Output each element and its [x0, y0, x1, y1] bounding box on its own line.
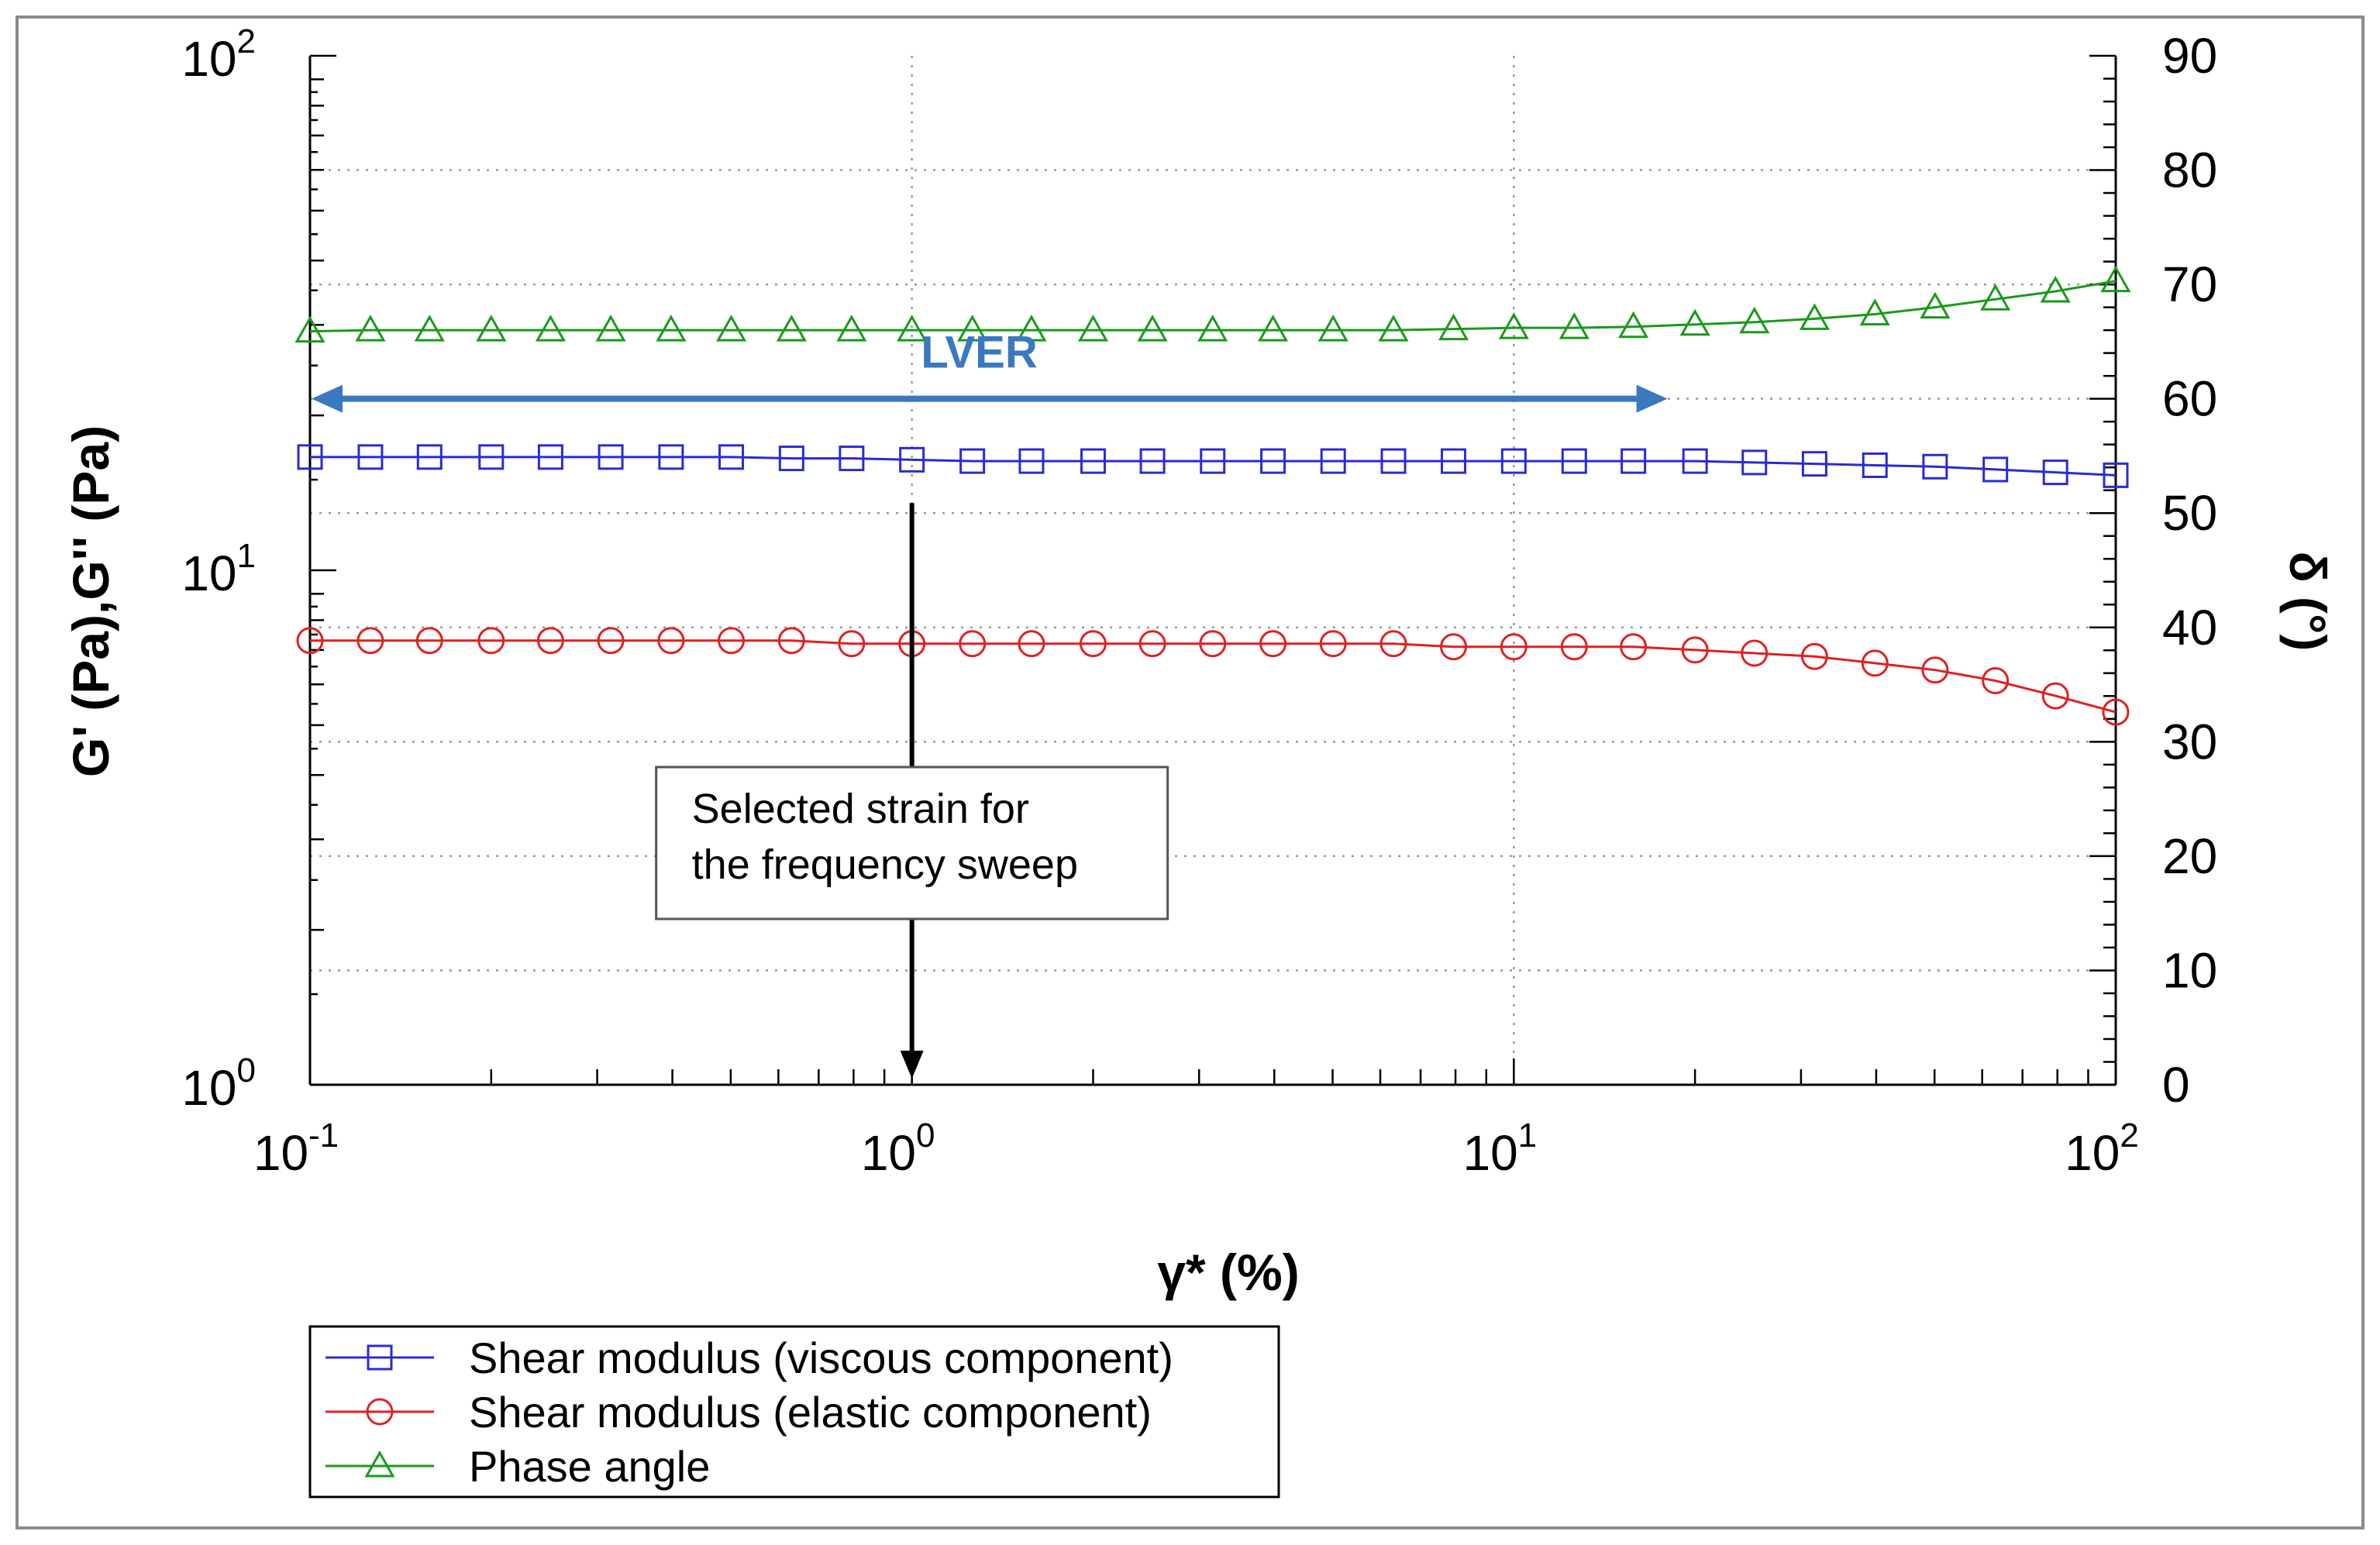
y-right-tick-label: 40 [2162, 600, 2217, 656]
y-right-tick-label: 10 [2162, 942, 2217, 998]
y-right-tick-label: 0 [2162, 1057, 2190, 1113]
y-right-tick-label: 60 [2162, 371, 2217, 427]
y-right-tick-label: 80 [2162, 143, 2217, 198]
figure-frame [17, 17, 2363, 1528]
y-right-tick-label: 90 [2162, 28, 2217, 84]
y-left-axis-title: G' (Pa),G'' (Pa) [62, 425, 119, 777]
y-right-axis-title: δ (°) [2279, 552, 2337, 652]
legend-label: Shear modulus (elastic component) [469, 1388, 1152, 1437]
selected-strain-text-line1: Selected strain for [692, 786, 1029, 832]
selected-strain-text-line2: the frequency sweep [692, 841, 1078, 888]
y-right-tick-label: 30 [2162, 714, 2217, 769]
lver-label: LVER [921, 328, 1037, 378]
legend: Shear modulus (viscous component) Shear m… [310, 1326, 1279, 1497]
chart: 10-1 100 101 102100101102010203040506070809… [0, 0, 2380, 1545]
y-right-tick-label: 70 [2162, 256, 2217, 312]
y-right-tick-label: 20 [2162, 828, 2217, 884]
y-right-tick-label: 50 [2162, 485, 2217, 541]
legend-label: Shear modulus (viscous component) [469, 1333, 1173, 1382]
legend-label: Phase angle [469, 1442, 710, 1491]
x-axis-title: γ* (%) [1157, 1244, 1299, 1301]
